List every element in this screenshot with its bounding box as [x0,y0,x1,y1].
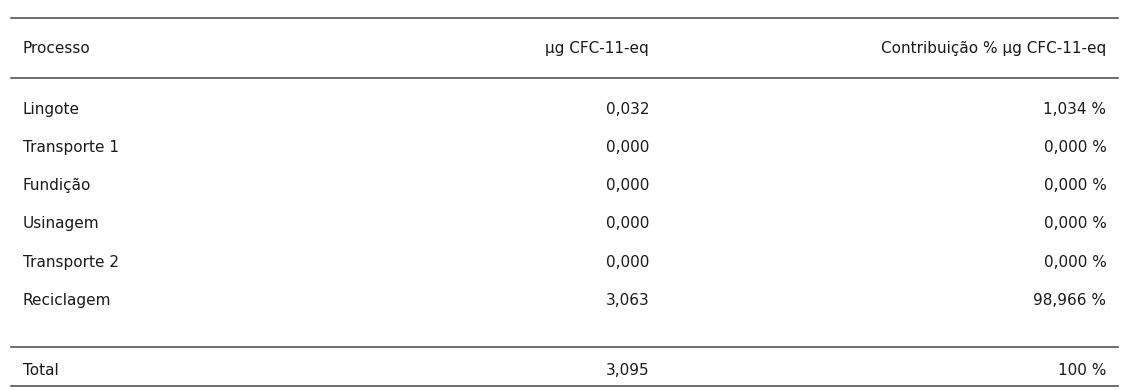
Text: 98,966 %: 98,966 % [1033,293,1106,308]
Text: 0,000 %: 0,000 % [1043,140,1106,155]
Text: μg CFC-11-eq: μg CFC-11-eq [545,41,649,56]
Text: 0,000 %: 0,000 % [1043,216,1106,231]
Text: 100 %: 100 % [1058,363,1106,378]
Text: 0,000: 0,000 [606,140,649,155]
Text: 0,000: 0,000 [606,255,649,269]
Text: 3,063: 3,063 [605,293,649,308]
Text: Total: Total [23,363,59,378]
Text: 0,000 %: 0,000 % [1043,255,1106,269]
Text: Fundição: Fundição [23,178,91,193]
Text: 1,034 %: 1,034 % [1043,102,1106,117]
Text: 3,095: 3,095 [605,363,649,378]
Text: Transporte 1: Transporte 1 [23,140,119,155]
Text: 0,032: 0,032 [605,102,649,117]
Text: Lingote: Lingote [23,102,79,117]
Text: 0,000: 0,000 [606,178,649,193]
Text: Processo: Processo [23,41,90,56]
Text: Reciclagem: Reciclagem [23,293,111,308]
Text: Transporte 2: Transporte 2 [23,255,119,269]
Text: 0,000: 0,000 [606,216,649,231]
Text: Contribuição % μg CFC-11-eq: Contribuição % μg CFC-11-eq [881,41,1106,56]
Text: Usinagem: Usinagem [23,216,99,231]
Text: 0,000 %: 0,000 % [1043,178,1106,193]
